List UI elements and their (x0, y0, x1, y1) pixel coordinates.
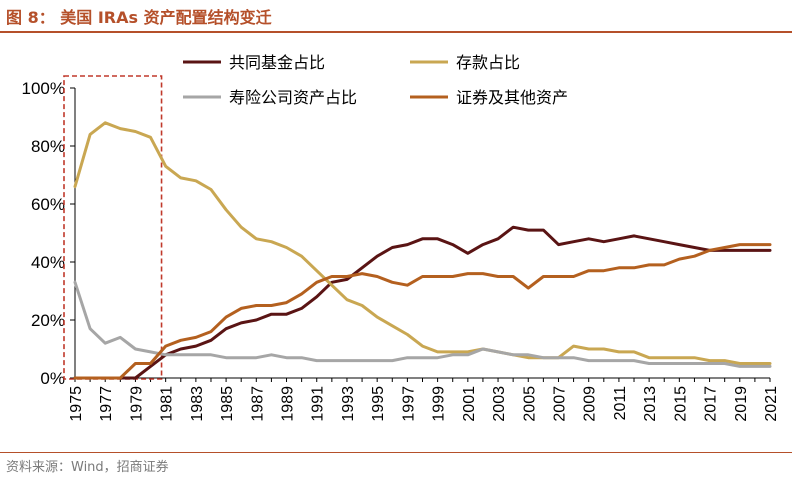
x-tick-label: 1981 (159, 386, 176, 422)
y-tick-label: 60% (31, 195, 65, 214)
series-lines (73, 121, 772, 380)
x-tick-label: 2007 (551, 386, 568, 422)
y-tick-label: 20% (31, 311, 65, 330)
x-tick-label: 2017 (703, 386, 720, 422)
x-tick-label: 1993 (340, 386, 357, 422)
highlight-box-layer (63, 75, 163, 380)
source-divider (0, 452, 792, 453)
x-tick-label: 2021 (763, 386, 780, 422)
y-tick-label: 80% (31, 137, 65, 156)
source-note: 资料来源：Wind，招商证券 (6, 460, 169, 475)
x-tick-label: 1997 (400, 386, 417, 422)
y-tick-label: 40% (31, 253, 65, 272)
legend-label: 证券及其他资产 (456, 88, 568, 107)
highlight-box (63, 75, 163, 380)
x-tick-label: 1991 (310, 386, 327, 422)
x-tick-label: 1989 (280, 386, 297, 422)
figure-title: 图 8： 美国 IRAs 资产配置结构变迁 (6, 8, 272, 27)
x-tick-label: 1977 (98, 386, 115, 422)
x-tick-label: 2005 (521, 386, 538, 422)
legend-label: 存款占比 (456, 53, 520, 72)
chart-axes: 0% 20% 40% 60% 80% 100% 1975 1977 1979 1981 1983 19… (22, 79, 780, 422)
y-tick-label: 100% (22, 79, 65, 98)
x-tick-label: 2003 (491, 386, 508, 422)
series-line (73, 121, 772, 365)
title-divider (0, 31, 792, 33)
x-tick-label: 1995 (370, 386, 387, 422)
legend-label: 寿险公司资产占比 (229, 88, 357, 107)
y-tick-label: 0% (40, 369, 65, 388)
legend-label: 共同基金占比 (229, 53, 325, 72)
x-tick-label: 1999 (431, 386, 448, 422)
series-line (73, 243, 772, 380)
x-tick-label: 1975 (68, 386, 85, 422)
series-line (73, 280, 772, 368)
x-tick-label: 2019 (733, 386, 750, 422)
x-tick-label: 1983 (189, 386, 206, 422)
x-tick-label: 1987 (249, 386, 266, 422)
x-tick-label: 2011 (612, 386, 629, 421)
x-tick-label: 2001 (461, 386, 478, 422)
x-tick-label: 2013 (642, 386, 659, 422)
x-tick-label: 2015 (672, 386, 689, 422)
x-tick-label: 2009 (582, 386, 599, 422)
x-tick-label: 1985 (219, 386, 236, 422)
series-line (73, 225, 772, 380)
x-tick-label: 1979 (128, 386, 145, 422)
